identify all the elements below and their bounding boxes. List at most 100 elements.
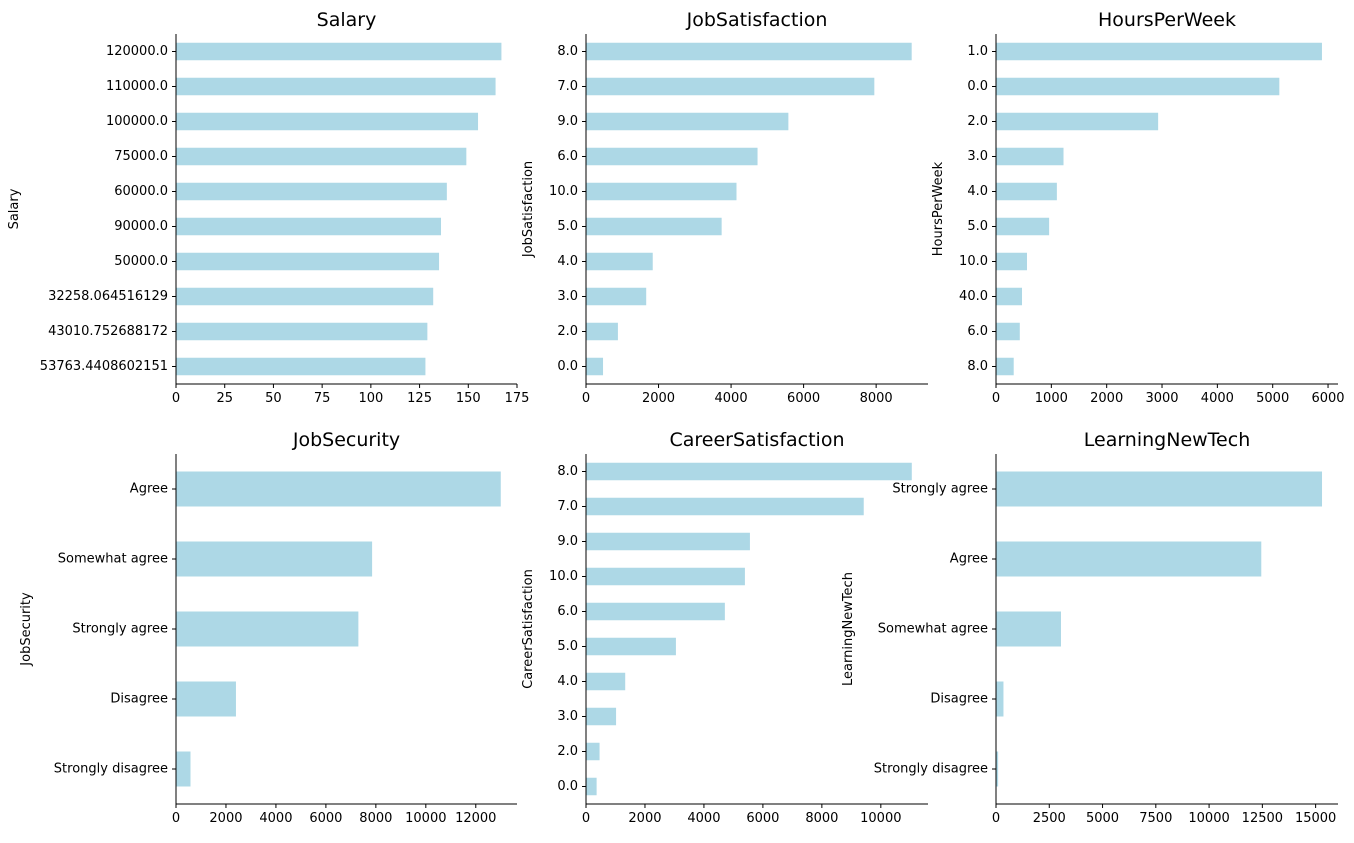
y-axis-label: Salary — [7, 188, 22, 229]
bar — [586, 252, 653, 271]
subplot-learningnewtech: Strongly agree Agree Somewhat agree Disagre… — [841, 429, 1338, 826]
x-tick-label: 6000 — [1311, 391, 1344, 406]
x-tick-label: 175 — [505, 391, 530, 406]
subplot-jobsecurity: Agree Somewhat agree Strongly agree Disagre… — [19, 429, 517, 826]
x-tick-label: 6000 — [787, 391, 820, 406]
x-tick-label: 15000 — [1295, 811, 1336, 826]
subplot-careersatisfaction: 8.0 7.0 9.0 10.0 6.0 5.0 4.0 3.0 2.0 0.0 0 2000 4000… — [521, 429, 928, 826]
x-tick-label: 100 — [358, 391, 383, 406]
bar — [996, 541, 1262, 577]
y-tick-label: 10.0 — [549, 184, 578, 199]
bar — [586, 707, 617, 726]
x-tick-label: 0 — [992, 391, 1000, 406]
bar — [176, 681, 236, 717]
bar — [176, 147, 467, 166]
x-tick-label: 4000 — [1201, 391, 1234, 406]
bar — [996, 751, 999, 787]
subplot-hoursperweek: 1.0 0.0 2.0 3.0 4.0 5.0 10.0 40.0 6.0 8.0 0 1000 200… — [931, 9, 1345, 406]
x-tick-label: 125 — [407, 391, 432, 406]
bar — [586, 287, 647, 306]
y-tick-label: 0.0 — [967, 79, 988, 94]
y-tick-label: 9.0 — [557, 534, 578, 549]
bar — [996, 471, 1323, 507]
x-tick-label: 4000 — [715, 391, 748, 406]
bar — [586, 182, 737, 201]
y-tick-label: 7.0 — [557, 499, 578, 514]
bar — [176, 217, 442, 236]
bar — [996, 77, 1280, 96]
y-tick-label: 6.0 — [967, 324, 988, 339]
y-tick-label: 2.0 — [967, 114, 988, 129]
bar — [176, 252, 440, 271]
bar — [996, 42, 1322, 61]
chart-title: CareerSatisfaction — [670, 429, 845, 451]
y-tick-label: 8.0 — [557, 44, 578, 59]
y-tick-label: 7.0 — [557, 79, 578, 94]
x-tick-label: 12500 — [1242, 811, 1283, 826]
y-tick-label: Disagree — [930, 692, 988, 707]
bar — [996, 112, 1159, 131]
subplot-jobsatisfaction: 8.0 7.0 9.0 6.0 10.0 5.0 4.0 3.0 2.0 0.0 0 2000 4000… — [521, 9, 928, 406]
x-tick-label: 8000 — [805, 811, 838, 826]
y-tick-label: 10.0 — [549, 569, 578, 584]
x-tick-label: 75 — [314, 391, 331, 406]
y-tick-label: 75000.0 — [114, 149, 168, 164]
x-tick-label: 2000 — [1090, 391, 1123, 406]
x-tick-label: 0 — [172, 811, 180, 826]
bar — [586, 602, 725, 621]
chart-title: Salary — [317, 9, 377, 31]
y-tick-label: 1.0 — [967, 44, 988, 59]
x-tick-label: 2000 — [209, 811, 242, 826]
bar — [176, 751, 191, 787]
x-tick-label: 4000 — [687, 811, 720, 826]
chart-title: LearningNewTech — [1084, 429, 1250, 451]
x-tick-label: 6000 — [309, 811, 342, 826]
y-tick-label: 6.0 — [557, 604, 578, 619]
bar — [586, 112, 789, 131]
y-axis-label: CareerSatisfaction — [521, 569, 536, 689]
chart-title: JobSatisfaction — [686, 9, 828, 31]
x-tick-label: 1000 — [1035, 391, 1068, 406]
x-tick-label: 5000 — [1086, 811, 1119, 826]
x-tick-label: 0 — [582, 391, 590, 406]
y-tick-label: 50000.0 — [114, 254, 168, 269]
y-tick-label: 5.0 — [967, 219, 988, 234]
y-tick-label: 3.0 — [557, 709, 578, 724]
bar — [996, 681, 1004, 717]
bar — [586, 672, 626, 691]
y-tick-label: 43010.752688172 — [48, 324, 168, 339]
x-tick-label: 2000 — [628, 811, 661, 826]
bar — [586, 357, 604, 376]
bar — [176, 77, 496, 96]
bar — [996, 322, 1020, 341]
x-tick-label: 0 — [992, 811, 1000, 826]
y-tick-label: 2.0 — [557, 744, 578, 759]
y-tick-label: 120000.0 — [106, 44, 168, 59]
y-tick-label: 4.0 — [557, 674, 578, 689]
y-tick-label: 4.0 — [557, 254, 578, 269]
bar — [586, 742, 600, 761]
x-tick-label: 8000 — [860, 391, 893, 406]
y-tick-label: Disagree — [110, 692, 168, 707]
y-tick-label: Strongly agree — [72, 622, 168, 637]
bar — [176, 322, 428, 341]
bar — [586, 777, 597, 796]
y-tick-label: 110000.0 — [106, 79, 168, 94]
y-tick-label: Somewhat agree — [58, 552, 168, 567]
y-tick-label: 6.0 — [557, 149, 578, 164]
bar — [176, 471, 501, 507]
y-axis-label: LearningNewTech — [841, 572, 856, 686]
bar — [176, 541, 373, 577]
subplot-salary: 120000.0 110000.0 100000.0 75000.0 60000.0 90… — [7, 9, 529, 406]
x-tick-label: 6000 — [746, 811, 779, 826]
y-tick-label: Somewhat agree — [878, 622, 988, 637]
y-tick-label: 3.0 — [967, 149, 988, 164]
bar — [176, 112, 479, 131]
bar — [996, 611, 1061, 647]
y-axis-label: JobSecurity — [19, 592, 34, 667]
x-tick-label: 150 — [456, 391, 481, 406]
x-tick-label: 10000 — [405, 811, 446, 826]
bar — [586, 42, 912, 61]
